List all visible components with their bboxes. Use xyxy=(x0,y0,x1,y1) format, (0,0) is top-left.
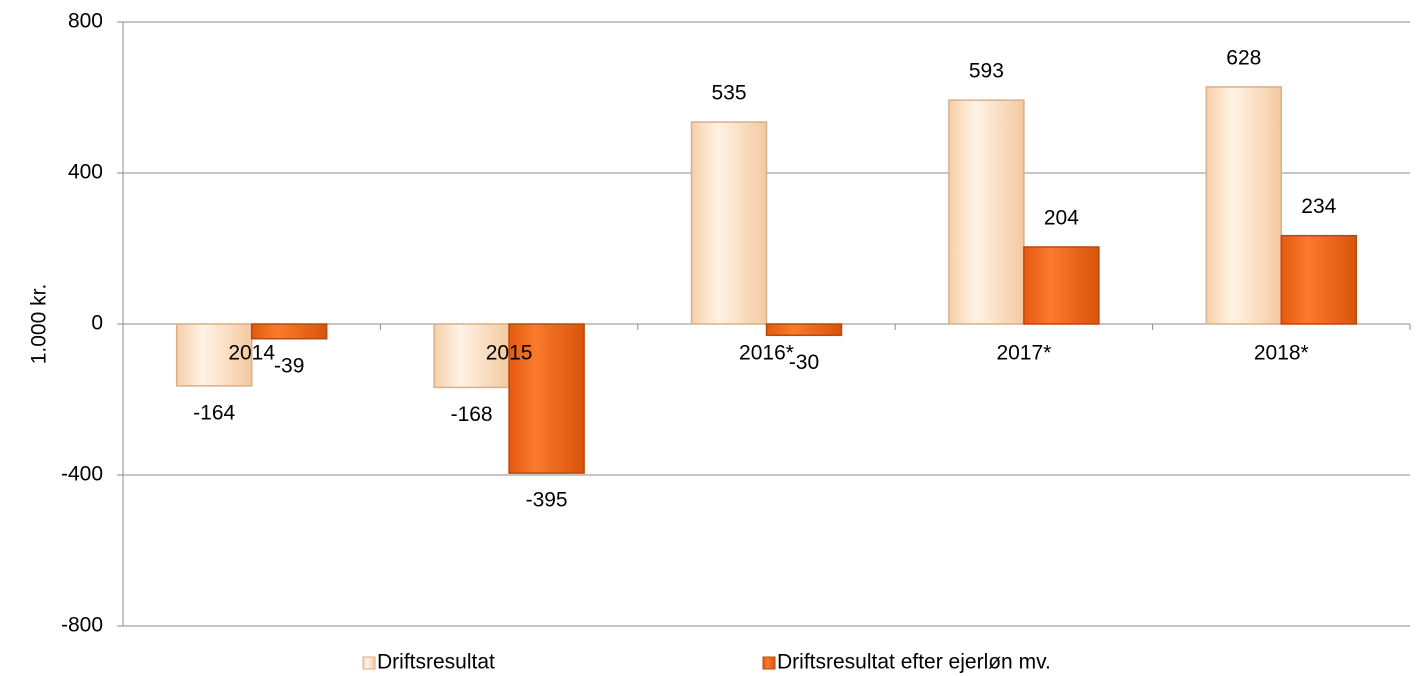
bar xyxy=(250,323,328,340)
y-tick-label: 400 xyxy=(68,161,103,184)
data-label: -164 xyxy=(193,401,235,424)
data-label: 234 xyxy=(1301,195,1336,218)
x-tick-label: 2014 xyxy=(228,342,275,365)
data-label: -30 xyxy=(789,351,819,374)
y-tick-label: 0 xyxy=(91,312,103,335)
bar xyxy=(1023,246,1100,325)
y-tick-label: -800 xyxy=(61,614,103,637)
bar xyxy=(1280,234,1358,325)
legend-label: Driftsresultat efter ejerløn mv. xyxy=(777,651,1051,674)
x-tick-label: 2018* xyxy=(1254,342,1309,365)
x-tick-label: 2017* xyxy=(996,342,1051,365)
x-tick-label: 2016* xyxy=(739,342,794,365)
data-label: -39 xyxy=(274,354,304,377)
bar xyxy=(948,99,1025,325)
data-label: 593 xyxy=(969,60,1004,83)
legend-swatch xyxy=(762,656,776,670)
legend-label: Driftsresultat xyxy=(377,651,495,674)
data-label: 628 xyxy=(1226,46,1261,69)
bar xyxy=(690,121,768,325)
y-tick-label: 800 xyxy=(68,10,103,33)
data-label: -395 xyxy=(526,489,568,512)
data-label: -168 xyxy=(451,403,493,426)
bar xyxy=(508,323,585,474)
y-tick-label: -400 xyxy=(61,463,103,486)
y-axis-label: 1.000 kr. xyxy=(28,284,51,365)
bar xyxy=(1205,86,1283,325)
x-tick-label: 2015 xyxy=(486,342,533,365)
bar xyxy=(765,323,843,337)
data-label: 204 xyxy=(1044,207,1079,230)
data-label: 535 xyxy=(711,82,746,105)
legend-swatch xyxy=(362,656,376,670)
bar xyxy=(175,323,253,387)
